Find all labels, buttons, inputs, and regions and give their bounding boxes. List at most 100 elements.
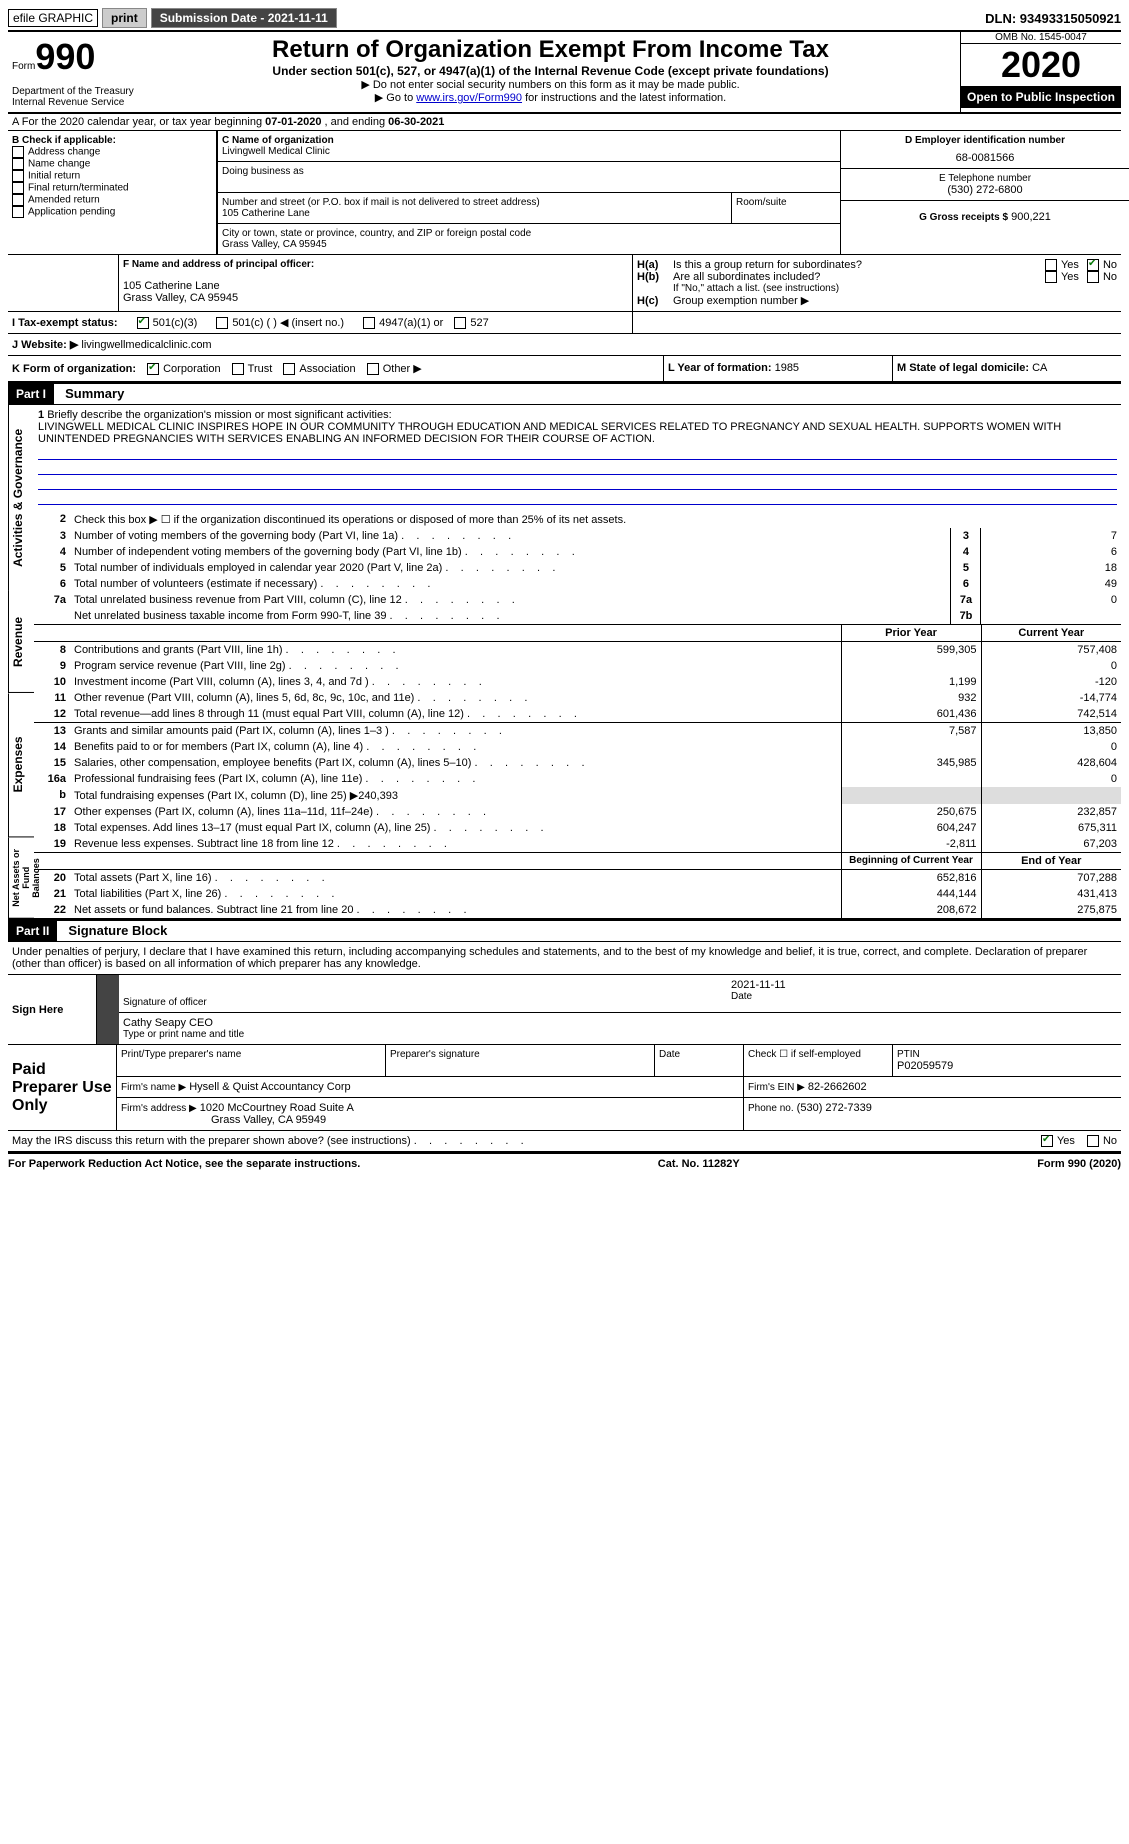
section-l: L Year of formation: 1985 xyxy=(663,356,892,381)
pc-header-table: Prior Year Current Year xyxy=(34,624,1121,642)
checkbox-icon xyxy=(12,182,24,194)
check-label: Final return/terminated xyxy=(28,183,129,194)
row-current: -14,774 xyxy=(981,690,1121,706)
row-prior: 7,587 xyxy=(841,723,981,740)
row-text: Total assets (Part X, line 16) xyxy=(70,870,841,886)
tax-year: 2020 xyxy=(961,44,1121,86)
check-address[interactable]: Address change xyxy=(12,146,212,158)
footer-left: For Paperwork Reduction Act Notice, see … xyxy=(8,1158,360,1170)
form-header: Form990 Department of the Treasury Inter… xyxy=(8,32,1121,114)
section-fh: F Name and address of principal officer:… xyxy=(8,255,1121,312)
opt-label: 501(c)(3) xyxy=(153,317,198,329)
footer-mid: Cat. No. 11282Y xyxy=(658,1158,740,1170)
row-text: Total number of individuals employed in … xyxy=(70,560,951,576)
tax-year-end: 06-30-2021 xyxy=(388,116,444,128)
domicile-label: M State of legal domicile: xyxy=(897,362,1029,374)
note2-post: for instructions and the latest informat… xyxy=(522,92,726,104)
ptin-value: P02059579 xyxy=(897,1060,1117,1072)
opt-501c3[interactable]: 501(c)(3) xyxy=(137,317,198,329)
no-label: No xyxy=(1103,1135,1117,1147)
page-subtitle: Under section 501(c), 527, or 4947(a)(1)… xyxy=(145,64,956,78)
row-prior: 652,816 xyxy=(841,870,981,886)
h-a-yes[interactable]: Yes xyxy=(1045,259,1079,271)
discuss-no[interactable]: No xyxy=(1087,1135,1117,1147)
expenses-table: 13Grants and similar amounts paid (Part … xyxy=(34,722,1121,852)
no-label: No xyxy=(1103,259,1117,271)
opt-501c[interactable]: 501(c) ( ) ◀ (insert no.) xyxy=(216,317,344,329)
h-b-no[interactable]: No xyxy=(1087,271,1117,283)
part2-title: Signature Block xyxy=(68,923,167,938)
row-text: Total number of volunteers (estimate if … xyxy=(70,576,951,592)
q2-text: Check this box ▶ ☐ if the organization d… xyxy=(70,511,1121,528)
opt-label: Other ▶ xyxy=(383,363,422,375)
check-initial[interactable]: Initial return xyxy=(12,170,212,182)
check-label: Initial return xyxy=(28,171,80,182)
tax-status-label: I Tax-exempt status: xyxy=(12,317,118,329)
opt-corp[interactable]: Corporation xyxy=(147,363,220,375)
firm-addr2: Grass Valley, CA 95949 xyxy=(121,1114,739,1126)
page-title: Return of Organization Exempt From Incom… xyxy=(145,36,956,64)
discuss-yes[interactable]: Yes xyxy=(1041,1135,1075,1147)
footer-form: 990 xyxy=(1068,1158,1086,1170)
row-text: Number of independent voting members of … xyxy=(70,544,951,560)
checkbox-icon xyxy=(12,146,24,158)
phone-label: E Telephone number xyxy=(845,173,1125,184)
row-prior xyxy=(841,739,981,755)
h-b-label: H(b) xyxy=(637,271,673,283)
net-header-table: Beginning of Current Year End of Year xyxy=(34,852,1121,870)
section-f: F Name and address of principal officer:… xyxy=(119,255,632,311)
opt-trust[interactable]: Trust xyxy=(232,363,273,375)
row-value: 7 xyxy=(981,528,1121,544)
opt-527[interactable]: 527 xyxy=(454,317,488,329)
row-key: 5 xyxy=(951,560,981,576)
check-pending[interactable]: Application pending xyxy=(12,206,212,218)
opt-other[interactable]: Other ▶ xyxy=(367,363,422,375)
checkbox-icon xyxy=(232,363,244,375)
row-text: Total revenue—add lines 8 through 11 (mu… xyxy=(70,706,841,722)
irs-link[interactable]: www.irs.gov/Form990 xyxy=(416,92,522,104)
print-button[interactable]: print xyxy=(102,8,147,28)
table-row: 3Number of voting members of the governi… xyxy=(34,528,1121,544)
h-b-yes[interactable]: Yes xyxy=(1045,271,1079,283)
row-text: Total liabilities (Part X, line 26) xyxy=(70,886,841,902)
row-current: 275,875 xyxy=(981,902,1121,918)
section-c-dba: Doing business as xyxy=(217,162,840,193)
website-value: livingwellmedicalclinic.com xyxy=(81,339,211,351)
room-suite: Room/suite xyxy=(731,193,840,224)
row-text: Investment income (Part VIII, column (A)… xyxy=(70,674,841,690)
table-row: 7aTotal unrelated business revenue from … xyxy=(34,592,1121,608)
self-employed-check[interactable]: Check ☐ if self-employed xyxy=(748,1049,888,1060)
section-a-mid: , and ending xyxy=(325,116,389,128)
row-prior: 1,199 xyxy=(841,674,981,690)
part1-header: Part I Summary xyxy=(8,382,1121,405)
table-row: 12Total revenue—add lines 8 through 11 (… xyxy=(34,706,1121,722)
city-label: City or town, state or province, country… xyxy=(222,228,836,239)
opt-assoc[interactable]: Association xyxy=(283,363,355,375)
section-h: H(a) Is this a group return for subordin… xyxy=(632,255,1121,311)
section-k: K Form of organization: Corporation Trus… xyxy=(8,356,663,381)
row-value: 6 xyxy=(981,544,1121,560)
part2-num: Part II xyxy=(8,921,57,941)
dba-label: Doing business as xyxy=(222,166,836,177)
checkbox-icon xyxy=(1087,259,1099,271)
section-g: G Gross receipts $ 900,221 xyxy=(841,201,1129,227)
row-prior xyxy=(841,771,981,787)
current-year-header: Current Year xyxy=(981,625,1121,642)
sign-here-label: Sign Here xyxy=(8,975,97,1045)
check-amended[interactable]: Amended return xyxy=(12,194,212,206)
netassets-table: 20Total assets (Part X, line 16)652,8167… xyxy=(34,870,1121,918)
officer-name: Cathy Seapy CEO xyxy=(123,1017,1117,1029)
firm-addr1: 1020 McCourtney Road Suite A xyxy=(200,1102,354,1114)
row-prior: -2,811 xyxy=(841,836,981,852)
section-c-city: City or town, state or province, country… xyxy=(217,224,840,254)
row-current xyxy=(981,787,1121,804)
check-final[interactable]: Final return/terminated xyxy=(12,182,212,194)
check-name[interactable]: Name change xyxy=(12,158,212,170)
table-row: 9Program service revenue (Part VIII, lin… xyxy=(34,658,1121,674)
h-a-no[interactable]: No xyxy=(1087,259,1117,271)
opt-label: Trust xyxy=(248,363,273,375)
arrow-icon xyxy=(97,975,120,1045)
table-row: bTotal fundraising expenses (Part IX, co… xyxy=(34,787,1121,804)
opt-4947[interactable]: 4947(a)(1) or xyxy=(363,317,443,329)
officer-signature-line[interactable] xyxy=(123,979,723,997)
